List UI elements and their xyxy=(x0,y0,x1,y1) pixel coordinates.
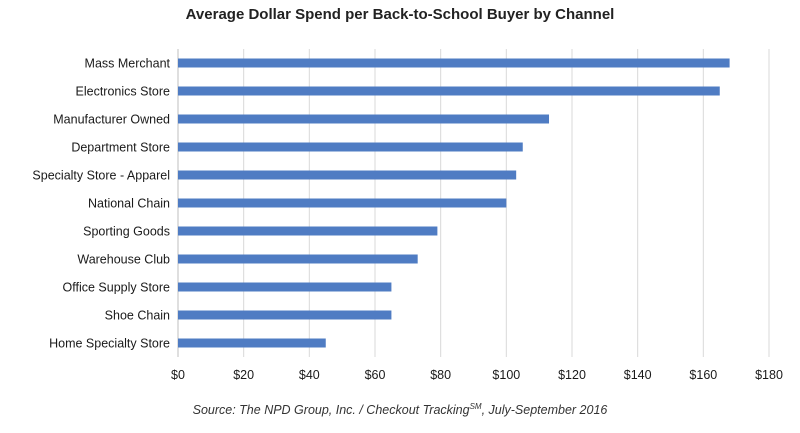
x-tick-label: $80 xyxy=(430,368,451,382)
category-label: Specialty Store - Apparel xyxy=(32,169,170,183)
category-label: Mass Merchant xyxy=(85,57,171,71)
category-label: Office Supply Store xyxy=(63,281,171,295)
bar xyxy=(178,338,326,348)
bar xyxy=(178,142,523,152)
bar xyxy=(178,170,517,180)
x-tick-label: $160 xyxy=(689,368,717,382)
x-tick-label: $180 xyxy=(755,368,783,382)
bar xyxy=(178,310,392,320)
x-tick-label: $20 xyxy=(233,368,254,382)
category-label: Electronics Store xyxy=(76,85,171,99)
bar xyxy=(178,282,392,292)
source-date: , July-September 2016 xyxy=(481,403,608,418)
bar xyxy=(178,86,720,96)
source-superscript: SM xyxy=(469,402,482,411)
category-label: Department Store xyxy=(71,141,170,155)
bar xyxy=(178,114,550,124)
source-note: Source: The NPD Group, Inc. / Checkout T… xyxy=(0,402,800,417)
source-text: Source: The NPD Group, Inc. / Checkout T… xyxy=(192,403,470,418)
category-label: Shoe Chain xyxy=(105,309,170,323)
x-tick-label: $140 xyxy=(624,368,652,382)
category-label: Manufacturer Owned xyxy=(53,113,170,127)
category-label: Sporting Goods xyxy=(83,225,170,239)
x-tick-label: $120 xyxy=(558,368,586,382)
chart-title: Average Dollar Spend per Back-to-School … xyxy=(185,6,615,23)
category-label: National Chain xyxy=(88,197,170,211)
category-label: Warehouse Club xyxy=(77,253,170,267)
bar xyxy=(178,254,418,264)
x-tick-label: $60 xyxy=(365,368,386,382)
x-tick-label: $40 xyxy=(299,368,320,382)
x-tick-label: $0 xyxy=(171,368,185,382)
category-label: Home Specialty Store xyxy=(49,337,170,351)
bar xyxy=(178,58,730,68)
bar xyxy=(178,226,438,236)
bar xyxy=(178,198,507,208)
x-tick-label: $100 xyxy=(492,368,520,382)
